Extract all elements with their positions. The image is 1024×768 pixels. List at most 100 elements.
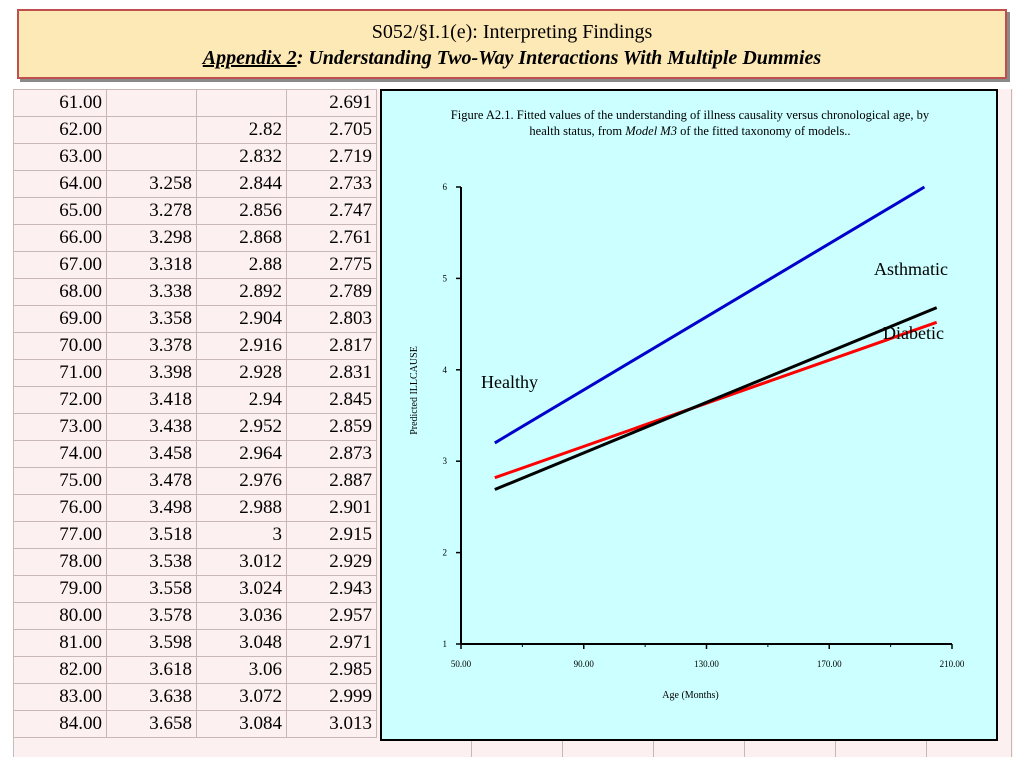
table-cell: 2.964 [196,440,287,468]
table-cell: 2.985 [286,656,377,684]
table-cell: 2.817 [286,332,377,360]
table-row: 61.00 2.691 [13,89,377,117]
table-cell: 3.578 [106,602,197,630]
table-cell: 2.873 [286,440,377,468]
table-cell: 3.012 [196,548,287,576]
grid-line [1011,89,1012,757]
table-cell: 2.928 [196,359,287,387]
table-cell: 3.478 [106,467,197,495]
slide-title: S052/§I.1(e): Interpreting Findings [371,21,653,43]
table-row: 73.00 3.438 2.952 2.859 [13,413,377,441]
table-cell: 2.999 [286,683,377,711]
table-cell: 2.988 [196,494,287,522]
table-cell: 2.88 [196,251,287,279]
table-cell: 2.94 [196,386,287,414]
table-cell: 2.719 [286,143,377,171]
table-cell: 3.558 [106,575,197,603]
table-cell: 3.298 [106,224,197,252]
table-cell: 3.398 [106,359,197,387]
table-row: 62.00 2.82 2.705 [13,116,377,144]
table-row: 79.00 3.558 3.024 2.943 [13,575,377,603]
table-cell: 72.00 [13,386,107,414]
table-row: 63.00 2.832 2.719 [13,143,377,171]
table-row: 66.00 3.298 2.868 2.761 [13,224,377,252]
table-cell: 70.00 [13,332,107,360]
subtitle-rest: : Understanding Two-Way Interactions Wit… [296,47,822,69]
table-cell: 2.856 [196,197,287,225]
table-cell: 2.916 [196,332,287,360]
table-cell: 2.747 [286,197,377,225]
table-cell: 3.618 [106,656,197,684]
table-cell: 61.00 [13,89,107,117]
table-cell: 3.418 [106,386,197,414]
table-row: 72.00 3.418 2.94 2.845 [13,386,377,414]
chart-title-part2: of the fitted taxonomy of models.. [676,124,851,138]
table-row: 78.00 3.538 3.012 2.929 [13,548,377,576]
table-cell: 69.00 [13,305,107,333]
chart-title: Figure A2.1. Fitted values of the unders… [440,107,940,139]
table-cell: 3 [196,521,287,549]
appendix-label: Appendix 2 [202,47,297,69]
table-row: 81.00 3.598 3.048 2.971 [13,629,377,657]
table-cell: 3.036 [196,602,287,630]
table-row: 76.00 3.498 2.988 2.901 [13,494,377,522]
table-cell: 2.761 [286,224,377,252]
table-row: 71.00 3.398 2.928 2.831 [13,359,377,387]
table-cell: 3.258 [106,170,197,198]
table-cell: 78.00 [13,548,107,576]
table-cell: 73.00 [13,413,107,441]
table-cell: 79.00 [13,575,107,603]
chart-title-part1: Figure A2.1. Fitted values of the unders… [450,108,930,138]
table-cell: 65.00 [13,197,107,225]
table-cell [106,89,197,117]
table-row: 77.00 3.518 3 2.915 [13,521,377,549]
table-cell [196,89,287,117]
table-cell: 3.458 [106,440,197,468]
table-cell: 2.952 [196,413,287,441]
table-row: 65.00 3.278 2.856 2.747 [13,197,377,225]
table-cell: 2.976 [196,467,287,495]
series-label-asthmatic: Asthmatic [874,259,948,279]
series-label-diabetic: Diabetic [883,323,944,343]
table-cell [106,143,197,171]
table-cell: 3.084 [196,710,287,738]
table-cell: 3.048 [196,629,287,657]
table-cell: 2.957 [286,602,377,630]
table-cell: 64.00 [13,170,107,198]
slide-title-box: S052/§I.1(e): Interpreting Findings Appe… [17,9,1007,79]
table-cell: 2.915 [286,521,377,549]
table-cell: 82.00 [13,656,107,684]
table-cell: 3.658 [106,710,197,738]
table-cell: 2.943 [286,575,377,603]
table-cell: 3.278 [106,197,197,225]
table-cell: 2.892 [196,278,287,306]
table-cell: 3.638 [106,683,197,711]
table-cell: 71.00 [13,359,107,387]
table-cell: 3.338 [106,278,197,306]
table-cell: 77.00 [13,521,107,549]
table-cell: 2.844 [196,170,287,198]
table-cell: 2.803 [286,305,377,333]
table-cell: 62.00 [13,116,107,144]
table-cell: 2.845 [286,386,377,414]
table-cell: 3.378 [106,332,197,360]
table-cell: 84.00 [13,710,107,738]
table-cell: 75.00 [13,467,107,495]
table-row: 80.00 3.578 3.036 2.957 [13,602,377,630]
table-cell: 2.691 [286,89,377,117]
table-cell: 74.00 [13,440,107,468]
table-cell: 3.518 [106,521,197,549]
table-cell: 3.598 [106,629,197,657]
slide-subtitle: Appendix 2: Understanding Two-Way Intera… [19,47,1005,70]
table-cell: 3.013 [286,710,377,738]
table-cell [106,116,197,144]
table-cell: 3.498 [106,494,197,522]
table-row: 83.00 3.638 3.072 2.999 [13,683,377,711]
table-cell: 3.538 [106,548,197,576]
table-cell: 2.971 [286,629,377,657]
table-cell: 63.00 [13,143,107,171]
table-row: 68.00 3.338 2.892 2.789 [13,278,377,306]
table-cell: 2.82 [196,116,287,144]
table-cell: 2.831 [286,359,377,387]
table-row: 69.00 3.358 2.904 2.803 [13,305,377,333]
